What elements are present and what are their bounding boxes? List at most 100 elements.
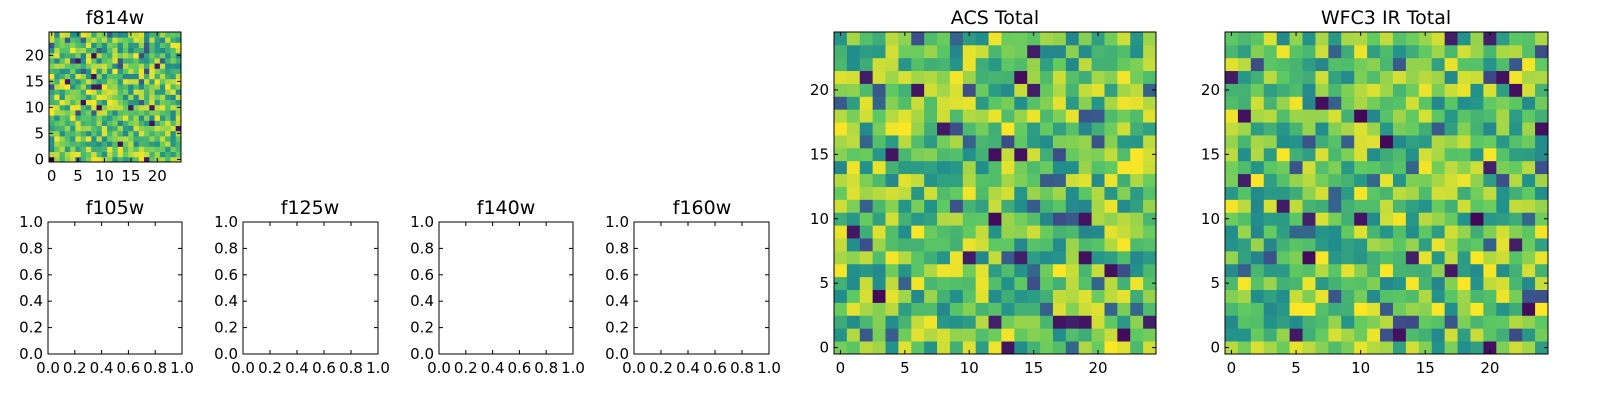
heatmap-cell [1001, 96, 1015, 110]
heatmap-cell [1014, 263, 1028, 278]
heatmap-cell [1457, 341, 1471, 355]
heatmap-cell [1457, 83, 1471, 97]
heatmap-cell [1405, 238, 1420, 252]
heatmap-cell [1470, 173, 1484, 187]
heatmap-cell [859, 212, 874, 226]
heatmap-cell [170, 151, 177, 158]
heatmap-cell [128, 84, 134, 90]
y-tick-label: 1.0 [19, 213, 43, 231]
heatmap-cell [59, 37, 66, 43]
heatmap-cell [1040, 44, 1054, 59]
heatmap-cell [1040, 250, 1054, 265]
heatmap-cell [1027, 263, 1041, 278]
heatmap-cell [1065, 70, 1080, 84]
heatmap-cell [988, 199, 1002, 213]
heatmap-cell [898, 96, 912, 110]
heatmap-cell [1444, 57, 1458, 72]
heatmap-cell [1027, 44, 1041, 59]
heatmap-cell [846, 199, 861, 213]
heatmap-cell [937, 315, 951, 329]
heatmap-cell [911, 250, 925, 265]
heatmap-cell [64, 68, 71, 74]
heatmap-cell [165, 146, 171, 152]
heatmap-cell [1250, 276, 1265, 290]
heatmap-cell [1392, 160, 1407, 175]
heatmap-cell [846, 109, 861, 123]
heatmap-cell [1341, 70, 1355, 84]
heatmap-cell [1418, 302, 1433, 316]
heatmap-cell [1117, 70, 1131, 84]
heatmap-cell [144, 136, 150, 142]
heatmap-cell [1457, 238, 1471, 252]
heatmap-cell [872, 263, 886, 278]
heatmap-cell [117, 42, 124, 48]
heatmap-cell [1380, 199, 1394, 213]
heatmap-cell [937, 186, 951, 200]
heatmap-cell [962, 212, 977, 226]
heatmap-cell [1522, 276, 1536, 290]
heatmap-cells [49, 32, 182, 163]
heatmap-cell [1263, 263, 1278, 278]
axes-frame [1224, 31, 1549, 355]
heatmap-cell [988, 147, 1002, 162]
heatmap-cell [1535, 341, 1549, 355]
heatmap-cell [149, 73, 155, 80]
heatmap-cell [859, 96, 874, 110]
heatmap-cell [122, 47, 129, 54]
heatmap-cell [885, 44, 899, 59]
heatmap-cell [1367, 302, 1381, 316]
heatmap-cell [80, 136, 87, 142]
y-tick-label: 0.0 [605, 345, 629, 363]
heatmap-cell [846, 225, 861, 239]
y-tick-label: 10 [810, 210, 829, 228]
heatmap-cell [1289, 263, 1303, 278]
heatmap-cell [1237, 341, 1252, 355]
heatmap-cell [834, 44, 848, 59]
heatmap-cell [859, 225, 874, 239]
heatmap-cell [117, 68, 124, 74]
heatmap-cell [1078, 96, 1092, 110]
heatmap-cell [937, 328, 951, 342]
heatmap-cell [1483, 83, 1497, 97]
heatmap-cell [1418, 135, 1433, 149]
heatmap-cell [165, 78, 171, 85]
heatmap-cell [91, 151, 97, 158]
heatmap-cell [1225, 328, 1239, 342]
heatmap-cell [85, 63, 92, 69]
heatmap-cell [91, 99, 97, 106]
heatmap-cell [1130, 147, 1144, 162]
heatmap-cell [154, 73, 161, 80]
heatmap-cells [1225, 32, 1549, 355]
heatmap-cell [898, 173, 912, 187]
heatmap-cell [1457, 147, 1471, 162]
heatmap-cell [1276, 44, 1290, 59]
heatmap-cell [898, 250, 912, 265]
heatmap-cell [1052, 109, 1067, 123]
heatmap-cell [911, 109, 925, 123]
heatmap-cell [75, 52, 82, 59]
heatmap-cell [1431, 263, 1446, 278]
heatmap-cell [872, 341, 886, 355]
heatmap-cell [170, 52, 177, 59]
heatmap-cell [1040, 160, 1054, 175]
heatmap-cell [1470, 328, 1484, 342]
heatmap-cell [949, 83, 964, 97]
heatmap-cell [1470, 250, 1484, 265]
heatmap-cell [138, 37, 145, 43]
heatmap-cell [1470, 289, 1484, 303]
heatmap-cell [1130, 32, 1144, 46]
heatmap-cell [1040, 57, 1054, 72]
heatmap-cell [1130, 276, 1144, 290]
heatmap-cell [59, 99, 66, 106]
heatmap-cell [1535, 70, 1549, 84]
heatmap-cell [96, 115, 103, 121]
heatmap-cell [1276, 135, 1290, 149]
heatmap-cell [911, 328, 925, 342]
heatmap-cell [117, 136, 124, 142]
heatmap-cell [1380, 135, 1394, 149]
heatmap-cell [1065, 44, 1080, 59]
heatmap-cell [1483, 57, 1497, 72]
heatmap-cell [1276, 96, 1290, 110]
heatmap-cell [1483, 122, 1497, 136]
heatmap-cell [1509, 109, 1523, 123]
